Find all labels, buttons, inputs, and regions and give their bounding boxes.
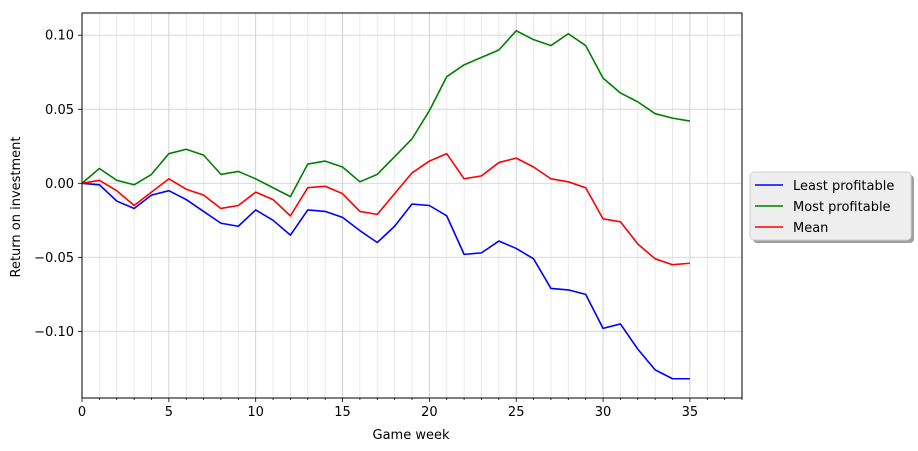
y-tick-label: 0.00 xyxy=(45,177,74,192)
x-tick-label: 25 xyxy=(508,405,525,420)
legend-label-0: Least profitable xyxy=(793,179,894,194)
legend-label-1: Most profitable xyxy=(793,200,891,215)
x-tick-label: 10 xyxy=(247,405,264,420)
y-axis-label: Return on investment xyxy=(9,136,24,277)
y-tick-label: 0.10 xyxy=(45,29,74,44)
x-axis-label: Game week xyxy=(373,428,450,443)
series-lines xyxy=(81,29,691,380)
x-tick-label: 15 xyxy=(334,405,351,420)
legend-label-2: Mean xyxy=(793,221,828,236)
series-line-2 xyxy=(81,152,690,266)
grid xyxy=(81,13,743,398)
x-tick-label: 20 xyxy=(421,405,438,420)
x-tick-label: 35 xyxy=(682,405,699,420)
series-line-1 xyxy=(81,29,691,198)
series-line-0 xyxy=(81,182,690,380)
x-tick-label: 5 xyxy=(165,405,173,420)
legend-box xyxy=(749,171,912,241)
y-tick-label: 0.05 xyxy=(45,103,74,118)
x-tick-label: 0 xyxy=(78,405,86,420)
y-tick-label: −0.05 xyxy=(34,251,74,266)
x-axis-ticks: 0 5 10 15 20 25 30 35 xyxy=(78,398,743,420)
y-tick-label: −0.10 xyxy=(34,325,74,340)
x-tick-label: 30 xyxy=(595,405,612,420)
legend: Least profitable Most profitable Mean xyxy=(749,171,914,243)
y-axis-ticks: −0.10 −0.05 0.00 0.05 0.10 xyxy=(34,29,82,340)
